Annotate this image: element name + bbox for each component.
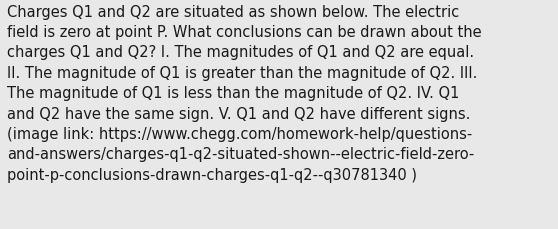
Text: Charges Q1 and Q2 are situated as shown below. The electric
field is zero at poi: Charges Q1 and Q2 are situated as shown …: [7, 5, 482, 182]
